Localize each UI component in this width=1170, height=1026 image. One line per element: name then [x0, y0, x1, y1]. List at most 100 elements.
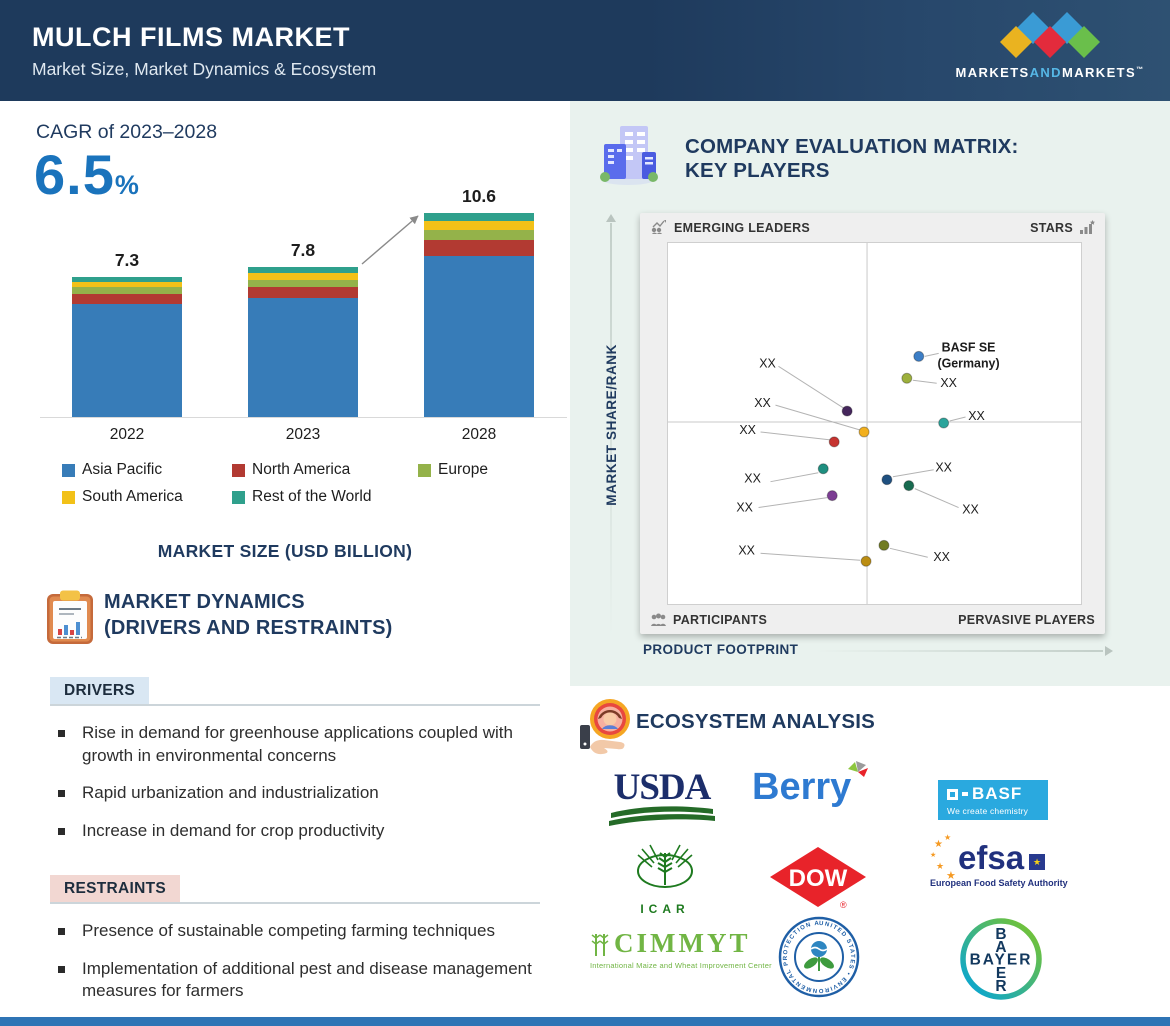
- company-point-label: XX: [968, 409, 985, 423]
- bar-segment: [248, 287, 358, 298]
- company-point-label: XX: [962, 503, 979, 517]
- bar-segment: [72, 281, 182, 288]
- bar-segment: [72, 276, 182, 282]
- bullet-item: Presence of sustainable competing farmin…: [50, 920, 550, 943]
- company-point-label: BASF SE (Germany): [937, 340, 999, 370]
- company-point: [881, 474, 893, 486]
- company-point-label: XX: [759, 356, 776, 370]
- stacked-bar: [248, 267, 358, 417]
- icar-logo: ICAR: [622, 841, 708, 916]
- legend-item: Asia Pacific: [62, 461, 162, 479]
- bullet-item: Rise in demand for greenhouse applicatio…: [50, 722, 550, 767]
- svg-text:A: A: [995, 939, 1006, 956]
- basf-square-icon: [947, 788, 958, 800]
- bullet-text: Rapid urbanization and industrialization: [82, 783, 379, 802]
- legend-swatch: [232, 490, 245, 504]
- y-axis-arrow-icon: [606, 214, 616, 222]
- company-point: [826, 490, 838, 502]
- bullet-item: Implementation of additional pest and di…: [50, 958, 550, 1003]
- ecosystem-heading: ECOSYSTEM ANALYSIS: [636, 710, 876, 733]
- footer-accent-bar: [0, 1017, 1170, 1026]
- bullet-text: Increase in demand for crop productivity: [82, 820, 385, 840]
- company-point-label: XX: [739, 423, 756, 437]
- matrix-heading: COMPANY EVALUATION MATRIX: KEY PLAYERS: [685, 135, 1019, 182]
- svg-text:DOW: DOW: [789, 865, 848, 892]
- bayer-logo: BAYER B A E R: [958, 916, 1044, 1007]
- bar-segment: [248, 279, 358, 288]
- stacked-bar: [424, 213, 534, 417]
- page-subtitle: Market Size, Market Dynamics & Ecosystem: [32, 59, 377, 79]
- bar-segment: [424, 255, 534, 417]
- buildings-icon: [600, 126, 658, 185]
- legend-item: Europe: [418, 461, 488, 479]
- icar-wheat-icon: [637, 844, 693, 888]
- dow-logo: DOW ®: [768, 846, 868, 917]
- company-point-label: XX: [738, 543, 755, 557]
- dow-diamond-icon: DOW ®: [770, 847, 866, 910]
- svg-text:E: E: [996, 965, 1006, 982]
- bar-value-label: 10.6: [461, 186, 497, 207]
- restraints-tab: RESTRAINTS: [50, 875, 181, 903]
- company-point-label: XX: [754, 396, 771, 410]
- legend-label: Europe: [438, 461, 488, 478]
- legend-label: Asia Pacific: [82, 461, 163, 478]
- company-point: [817, 463, 829, 475]
- company-point: [828, 436, 840, 448]
- matrix-plot-area: BASF SE (Germany) XX XX XX XX XX XX XX XX XX XX XX: [667, 242, 1082, 605]
- chart-axis-title: MARKET SIZE (USD BILLION): [157, 541, 413, 561]
- x-axis-arrow-icon: [1105, 646, 1113, 656]
- epa-logo: UNITED STATES • ENVIRONMENTAL PROTECTION…: [775, 912, 860, 1003]
- cimmyt-logo: CIMMYT International Maize and Wheat Imp…: [590, 928, 772, 970]
- legend-swatch: [232, 463, 245, 477]
- bar-segment: [424, 229, 534, 241]
- berry-pinwheel-icon: [848, 761, 868, 777]
- bar-chart-x-axis: 2022 2023 2028: [40, 426, 567, 446]
- legend-label: North America: [252, 461, 351, 478]
- legend-swatch: [62, 490, 75, 504]
- market-dynamics-heading: MARKET DYNAMICS (DRIVERS AND RESTRAINTS): [104, 591, 393, 639]
- bayer-cross-icon: BAYER B A E R: [960, 918, 1042, 1000]
- drivers-list: Rise in demand for greenhouse applicatio…: [50, 722, 550, 857]
- hand-person-icon: [580, 699, 630, 755]
- matrix-card: EMERGING LEADERS STARS BASF SE (Germany) X…: [640, 213, 1105, 634]
- quadrant-label-pervasive-players: PERVASIVE PLAYERS: [958, 612, 1095, 627]
- efsa-logo: ★ ★ ★ ★ ★ efsa ★ European Food Safety Au…: [930, 833, 1068, 888]
- bar-segment: [248, 267, 358, 273]
- participants-icon: [651, 613, 666, 626]
- basf-logo: BASF We create chemistry: [938, 780, 1048, 820]
- company-point: [858, 426, 870, 438]
- svg-text:BAYER: BAYER: [970, 952, 1033, 969]
- icar-text: ICAR: [640, 902, 690, 916]
- company-point: [860, 555, 872, 567]
- page-title: MULCH FILMS MARKET: [32, 22, 350, 52]
- svg-text:B: B: [995, 926, 1006, 943]
- company-point-label: XX: [940, 376, 957, 390]
- basf-dash-icon: [962, 792, 968, 796]
- restraints-divider: [50, 902, 540, 904]
- matrix-scatter: BASF SE (Germany) XX XX XX XX XX XX XX XX XX XX XX: [668, 243, 1081, 604]
- legend-item: North America: [232, 461, 350, 479]
- stacked-bar-chart: 7.3 7.8 10.6: [40, 186, 567, 418]
- matrix-bottom-band: PARTICIPANTS PERVASIVE PLAYERS: [640, 605, 1105, 634]
- chart-legend: Asia Pacific North America Europe South Ame…: [40, 461, 567, 517]
- bullet-square-icon: [58, 827, 65, 835]
- legend-swatch: [62, 463, 75, 477]
- restraints-list: Presence of sustainable competing farmin…: [50, 920, 550, 1018]
- y-axis-line: [610, 223, 612, 638]
- logo-wordmark: MARKETSANDMARKETS™: [955, 65, 1145, 80]
- matrix-top-band: EMERGING LEADERS STARS: [640, 213, 1105, 242]
- bar-segment: [72, 294, 182, 304]
- quadrant-label-participants: PARTICIPANTS: [673, 612, 768, 627]
- bar-segment: [424, 213, 534, 222]
- company-point-label: XX: [744, 472, 761, 486]
- logo-diamonds-icon: [1000, 12, 1100, 58]
- company-point: [938, 417, 950, 429]
- bar-segment: [424, 240, 534, 256]
- cagr-value: 6.5%: [34, 143, 139, 206]
- cimmyt-wheat-icon: [591, 933, 609, 956]
- bullet-square-icon: [58, 965, 65, 973]
- bar-segment: [72, 287, 182, 295]
- x-axis-label: PRODUCT FOOTPRINT: [643, 642, 799, 657]
- company-point: [841, 405, 853, 417]
- svg-text:R: R: [995, 978, 1006, 995]
